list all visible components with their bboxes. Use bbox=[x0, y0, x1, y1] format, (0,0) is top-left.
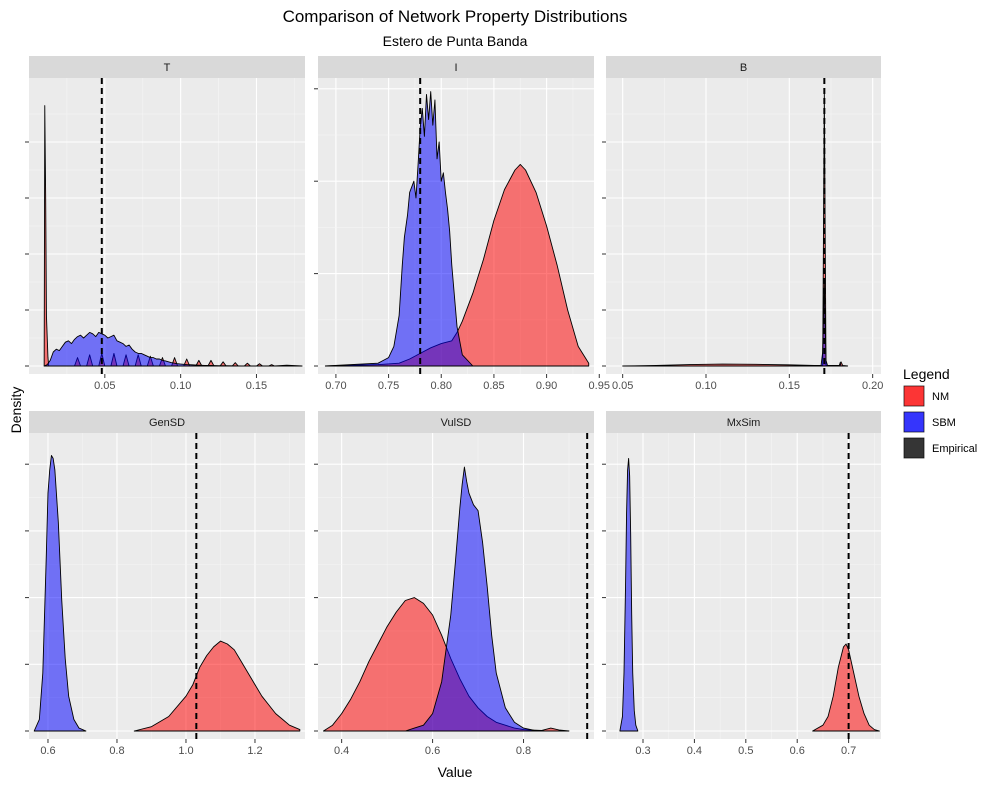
legend-label: SBM bbox=[932, 417, 956, 429]
density-sbm bbox=[324, 91, 474, 367]
x-tick-label: 0.8 bbox=[109, 745, 124, 757]
x-tick-label: 0.05 bbox=[94, 380, 115, 392]
legend-entry-nm: NM bbox=[903, 385, 949, 407]
x-tick-label: 0.6 bbox=[790, 745, 805, 757]
x-tick-label: 0.70 bbox=[325, 380, 346, 392]
panels-layer: T 0.05 0.10 0.15 I 0.70 0.75 0.80 0.85 0.90 0.95 B 0… bbox=[25, 56, 883, 757]
facet-strip bbox=[606, 411, 881, 433]
x-tick-label: 0.4 bbox=[687, 745, 702, 757]
x-tick-label: 0.15 bbox=[779, 380, 800, 392]
x-tick-label: 1.2 bbox=[247, 745, 262, 757]
facet-label: I bbox=[454, 62, 457, 74]
legend-label: Empirical bbox=[932, 443, 977, 455]
facet-label: VulSD bbox=[441, 417, 472, 429]
facet-panel-mxsim: MxSim 0.3 0.4 0.5 0.6 0.7 bbox=[602, 411, 881, 757]
x-tick-label: 0.90 bbox=[536, 380, 557, 392]
density-nm bbox=[133, 640, 301, 732]
facet-label: GenSD bbox=[149, 417, 185, 429]
facet-panel-t: T 0.05 0.10 0.15 bbox=[25, 56, 305, 392]
legend-label: NM bbox=[932, 391, 949, 403]
facet-panel-i: I 0.70 0.75 0.80 0.85 0.90 0.95 bbox=[314, 56, 610, 392]
x-tick-label: 0.4 bbox=[334, 745, 349, 757]
density-sbm bbox=[404, 466, 538, 732]
x-tick-label: 0.10 bbox=[170, 380, 191, 392]
y-axis-label: Density bbox=[8, 387, 24, 434]
x-tick-label: 0.95 bbox=[589, 380, 610, 392]
density-areas bbox=[43, 105, 303, 367]
x-axis-label: Value bbox=[438, 764, 473, 780]
x-tick-label: 0.10 bbox=[695, 380, 716, 392]
density-sbm bbox=[33, 455, 87, 732]
x-tick-label: 0.15 bbox=[246, 380, 267, 392]
x-tick-label: 0.20 bbox=[862, 380, 883, 392]
legend-swatch bbox=[903, 385, 925, 407]
density-nm bbox=[812, 643, 880, 732]
density-areas bbox=[323, 466, 570, 732]
x-tick-label: 0.8 bbox=[516, 745, 531, 757]
chart-title: Comparison of Network Property Distribut… bbox=[283, 7, 628, 26]
legend-entries: NM SBM Empirical bbox=[903, 385, 977, 459]
facet-strip bbox=[29, 411, 305, 433]
density-areas bbox=[33, 455, 301, 732]
legend: Legend NM SBM Empirical bbox=[903, 366, 977, 459]
facet-label: MxSim bbox=[727, 417, 761, 429]
legend-title: Legend bbox=[903, 366, 950, 382]
legend-entry-empirical: Empirical bbox=[903, 437, 977, 459]
legend-swatch bbox=[903, 411, 925, 433]
panel-background bbox=[29, 433, 305, 739]
x-tick-label: 0.6 bbox=[40, 745, 55, 757]
x-tick-label: 0.6 bbox=[425, 745, 440, 757]
x-tick-label: 0.5 bbox=[738, 745, 753, 757]
chart-subtitle: Estero de Punta Banda bbox=[383, 33, 528, 49]
x-tick-label: 0.80 bbox=[431, 380, 452, 392]
facet-panel-gensd: GenSD 0.6 0.8 1.0 1.2 bbox=[25, 411, 305, 757]
facet-strip bbox=[606, 56, 881, 78]
facet-label: B bbox=[740, 62, 747, 74]
x-tick-label: 0.75 bbox=[378, 380, 399, 392]
x-tick-label: 1.0 bbox=[178, 745, 193, 757]
facet-panel-b: B 0.05 0.10 0.15 0.20 bbox=[602, 56, 883, 392]
density-sbm bbox=[43, 331, 303, 367]
facet-label: T bbox=[164, 62, 171, 74]
density-areas bbox=[619, 457, 880, 732]
facet-strip bbox=[318, 411, 594, 433]
x-tick-label: 0.3 bbox=[635, 745, 650, 757]
x-tick-label: 0.05 bbox=[612, 380, 633, 392]
legend-swatch bbox=[903, 437, 925, 459]
facet-strip bbox=[29, 56, 305, 78]
x-tick-label: 0.7 bbox=[841, 745, 856, 757]
facet-strip bbox=[318, 56, 594, 78]
density-sbm bbox=[619, 457, 639, 732]
legend-entry-sbm: SBM bbox=[903, 411, 956, 433]
gridlines bbox=[318, 433, 594, 739]
facet-panel-vulsd: VulSD 0.4 0.6 0.8 bbox=[314, 411, 594, 757]
x-tick-label: 0.85 bbox=[483, 380, 504, 392]
